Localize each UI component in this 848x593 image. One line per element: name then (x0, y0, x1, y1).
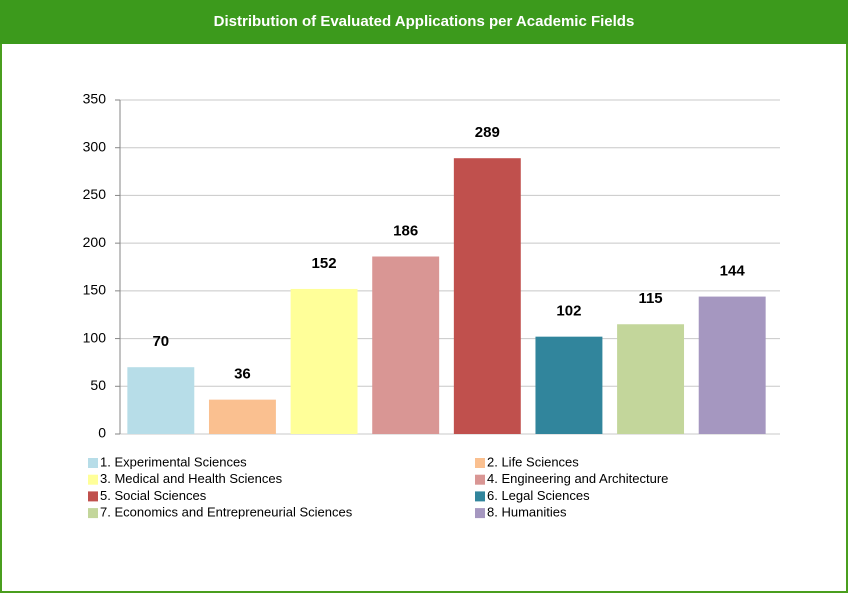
data-label: 289 (475, 124, 500, 141)
y-tick-label: 150 (83, 282, 107, 298)
bar (127, 367, 195, 434)
legend-swatch (88, 458, 98, 468)
title-banner (0, 0, 848, 44)
legend-swatch (88, 508, 98, 519)
legend-label: 6. Legal Sciences (487, 488, 590, 503)
data-label: 36 (234, 366, 251, 383)
data-label: 152 (312, 255, 337, 272)
legend-swatch (475, 458, 485, 468)
y-tick-label: 200 (83, 234, 107, 250)
legend-label: 8. Humanities (487, 505, 567, 520)
legend-swatch (475, 474, 485, 485)
bar (290, 288, 358, 434)
bar (372, 256, 440, 434)
bar (453, 158, 521, 434)
legend-label: 5. Social Sciences (100, 488, 207, 503)
legend-swatch (475, 491, 485, 502)
y-tick-label: 300 (83, 138, 107, 154)
y-tick-label: 50 (90, 377, 106, 393)
legend-label: 4. Engineering and Architecture (487, 471, 668, 486)
bar (535, 336, 603, 434)
y-tick-label: 100 (83, 329, 107, 345)
data-label: 115 (638, 290, 662, 307)
y-tick-label: 0 (98, 425, 106, 441)
chart-title: Distribution of Evaluated Applications p… (214, 13, 635, 30)
data-label: 186 (393, 222, 418, 239)
data-label: 102 (556, 303, 581, 320)
data-label: 144 (720, 263, 746, 280)
legend-swatch (88, 491, 98, 502)
data-label: 70 (152, 333, 169, 350)
legend-swatch (475, 508, 485, 519)
legend-swatch (88, 474, 98, 485)
bar (698, 296, 766, 434)
legend-label: 1. Experimental Sciences (100, 454, 247, 469)
legend-label: 7. Economics and Entrepreneurial Science… (100, 505, 353, 520)
y-tick-label: 250 (83, 186, 107, 202)
legend-label: 2. Life Sciences (487, 454, 579, 469)
y-tick-label: 350 (83, 91, 107, 107)
bar (208, 399, 276, 434)
bar (617, 324, 685, 434)
legend-label: 3. Medical and Health Sciences (100, 471, 283, 486)
